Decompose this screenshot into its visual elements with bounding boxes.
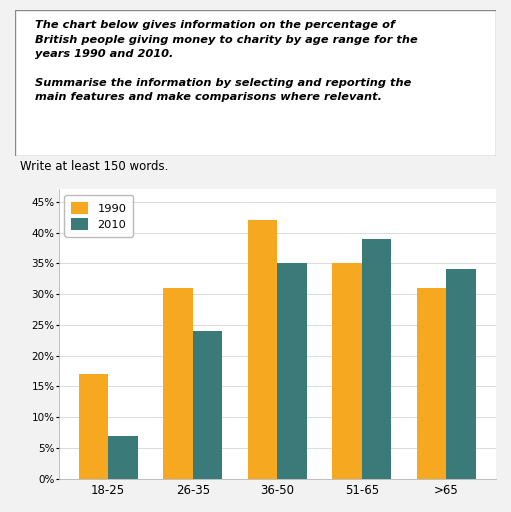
Bar bbox=[79, 374, 108, 479]
Text: The chart below gives information on the percentage of
British people giving mon: The chart below gives information on the… bbox=[35, 20, 417, 102]
Text: Write at least 150 words.: Write at least 150 words. bbox=[20, 160, 169, 174]
Bar bbox=[362, 239, 391, 479]
Legend: 1990, 2010: 1990, 2010 bbox=[64, 195, 133, 237]
Bar bbox=[248, 220, 277, 479]
FancyBboxPatch shape bbox=[15, 10, 496, 156]
Bar bbox=[277, 263, 307, 479]
Bar bbox=[163, 288, 193, 479]
Bar bbox=[193, 331, 222, 479]
Bar bbox=[332, 263, 362, 479]
Bar bbox=[416, 288, 446, 479]
Bar bbox=[446, 269, 476, 479]
Bar bbox=[108, 436, 138, 479]
